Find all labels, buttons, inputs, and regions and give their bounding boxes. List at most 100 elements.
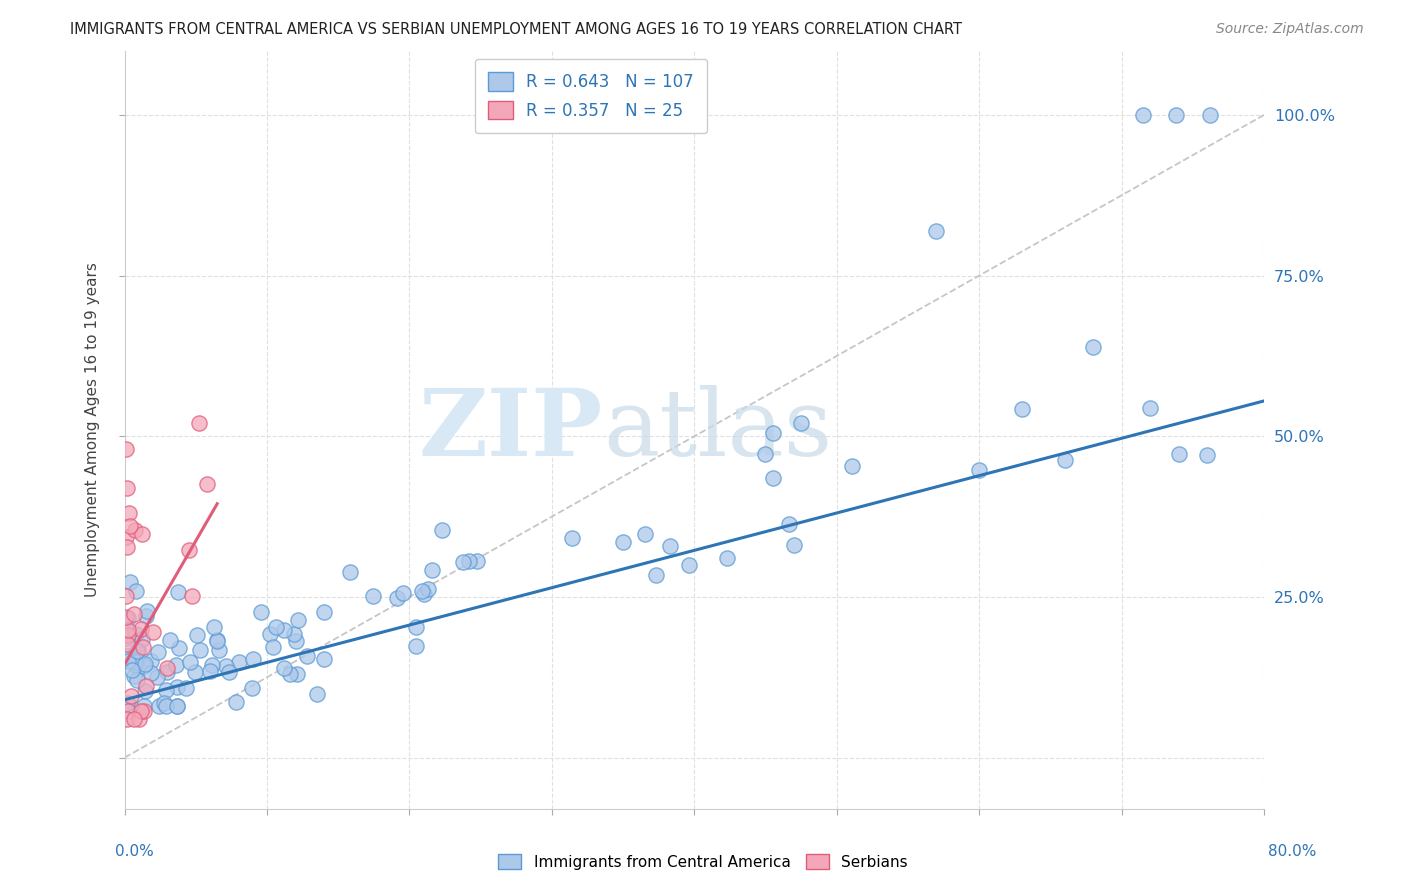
Point bbox=[250, 605, 273, 619]
Point bbox=[198, 664, 221, 678]
Point bbox=[762, 471, 785, 485]
Point bbox=[305, 687, 328, 701]
Point bbox=[117, 637, 139, 651]
Point bbox=[129, 704, 152, 718]
Point bbox=[778, 516, 800, 531]
Point bbox=[131, 527, 153, 541]
Point bbox=[121, 663, 143, 677]
Point bbox=[139, 666, 162, 681]
Point bbox=[115, 696, 138, 710]
Point bbox=[465, 553, 488, 567]
Point bbox=[678, 558, 700, 572]
Point bbox=[228, 655, 250, 669]
Point bbox=[264, 620, 287, 634]
Point bbox=[201, 658, 224, 673]
Point bbox=[195, 476, 218, 491]
Point bbox=[208, 642, 231, 657]
Point bbox=[754, 446, 776, 460]
Point bbox=[295, 648, 318, 663]
Point bbox=[411, 584, 433, 599]
Point bbox=[135, 679, 157, 693]
Point bbox=[115, 712, 138, 726]
Point bbox=[167, 584, 190, 599]
Point bbox=[202, 620, 225, 634]
Point bbox=[146, 670, 169, 684]
Point bbox=[283, 626, 305, 640]
Point bbox=[115, 540, 138, 554]
Point bbox=[131, 632, 153, 646]
Point bbox=[115, 631, 138, 645]
Point bbox=[124, 712, 146, 726]
Point bbox=[278, 667, 301, 681]
Point bbox=[416, 582, 439, 596]
Point bbox=[262, 640, 284, 655]
Point bbox=[125, 657, 148, 672]
Point bbox=[215, 658, 238, 673]
Point bbox=[115, 623, 138, 637]
Point bbox=[644, 568, 666, 582]
Point bbox=[188, 643, 211, 657]
Point bbox=[155, 682, 177, 697]
Point bbox=[146, 645, 169, 659]
Point bbox=[132, 704, 155, 718]
Point bbox=[122, 607, 145, 621]
Point bbox=[385, 591, 408, 605]
Point bbox=[166, 699, 188, 714]
Point bbox=[125, 583, 148, 598]
Point bbox=[1132, 108, 1154, 122]
Point bbox=[273, 661, 295, 675]
Point bbox=[120, 575, 142, 590]
Point bbox=[159, 632, 181, 647]
Point bbox=[155, 699, 177, 714]
Text: 0.0%: 0.0% bbox=[115, 845, 155, 859]
Point bbox=[115, 530, 138, 544]
Point bbox=[122, 652, 145, 666]
Point bbox=[242, 681, 264, 695]
Point bbox=[205, 632, 228, 647]
Point bbox=[179, 655, 201, 669]
Point bbox=[762, 425, 785, 440]
Point bbox=[1011, 401, 1033, 416]
Point bbox=[430, 524, 453, 538]
Text: IMMIGRANTS FROM CENTRAL AMERICA VS SERBIAN UNEMPLOYMENT AMONG AGES 16 TO 19 YEAR: IMMIGRANTS FROM CENTRAL AMERICA VS SERBI… bbox=[70, 22, 962, 37]
Point bbox=[134, 699, 156, 714]
Point bbox=[118, 507, 141, 521]
Point bbox=[405, 639, 427, 653]
Point bbox=[124, 523, 146, 537]
Y-axis label: Unemployment Among Ages 16 to 19 years: Unemployment Among Ages 16 to 19 years bbox=[86, 262, 100, 598]
Point bbox=[122, 669, 145, 683]
Point bbox=[392, 586, 415, 600]
Point bbox=[363, 589, 385, 603]
Point bbox=[134, 683, 156, 698]
Point bbox=[128, 712, 150, 726]
Point bbox=[1139, 401, 1161, 416]
Text: Source: ZipAtlas.com: Source: ZipAtlas.com bbox=[1216, 22, 1364, 37]
Point bbox=[186, 628, 208, 642]
Point bbox=[117, 654, 139, 668]
Point bbox=[124, 655, 146, 669]
Point bbox=[259, 627, 281, 641]
Point bbox=[841, 459, 863, 474]
Point bbox=[225, 694, 247, 708]
Point bbox=[117, 481, 139, 495]
Point bbox=[156, 665, 179, 680]
Point bbox=[967, 463, 990, 477]
Point bbox=[790, 417, 813, 431]
Point bbox=[120, 519, 142, 533]
Point bbox=[716, 551, 738, 566]
Point bbox=[115, 589, 138, 603]
Point bbox=[242, 651, 264, 665]
Legend: R = 0.643   N = 107, R = 0.357   N = 25: R = 0.643 N = 107, R = 0.357 N = 25 bbox=[475, 59, 707, 133]
Point bbox=[135, 609, 157, 624]
Point bbox=[156, 660, 179, 674]
Point bbox=[117, 704, 139, 718]
Point bbox=[659, 539, 682, 553]
Point bbox=[152, 696, 174, 710]
Point bbox=[1053, 452, 1076, 467]
Legend: Immigrants from Central America, Serbians: Immigrants from Central America, Serbian… bbox=[491, 846, 915, 877]
Point bbox=[115, 610, 138, 624]
Point bbox=[136, 604, 159, 618]
Point bbox=[612, 535, 634, 549]
Point bbox=[177, 542, 200, 557]
Point bbox=[134, 657, 156, 671]
